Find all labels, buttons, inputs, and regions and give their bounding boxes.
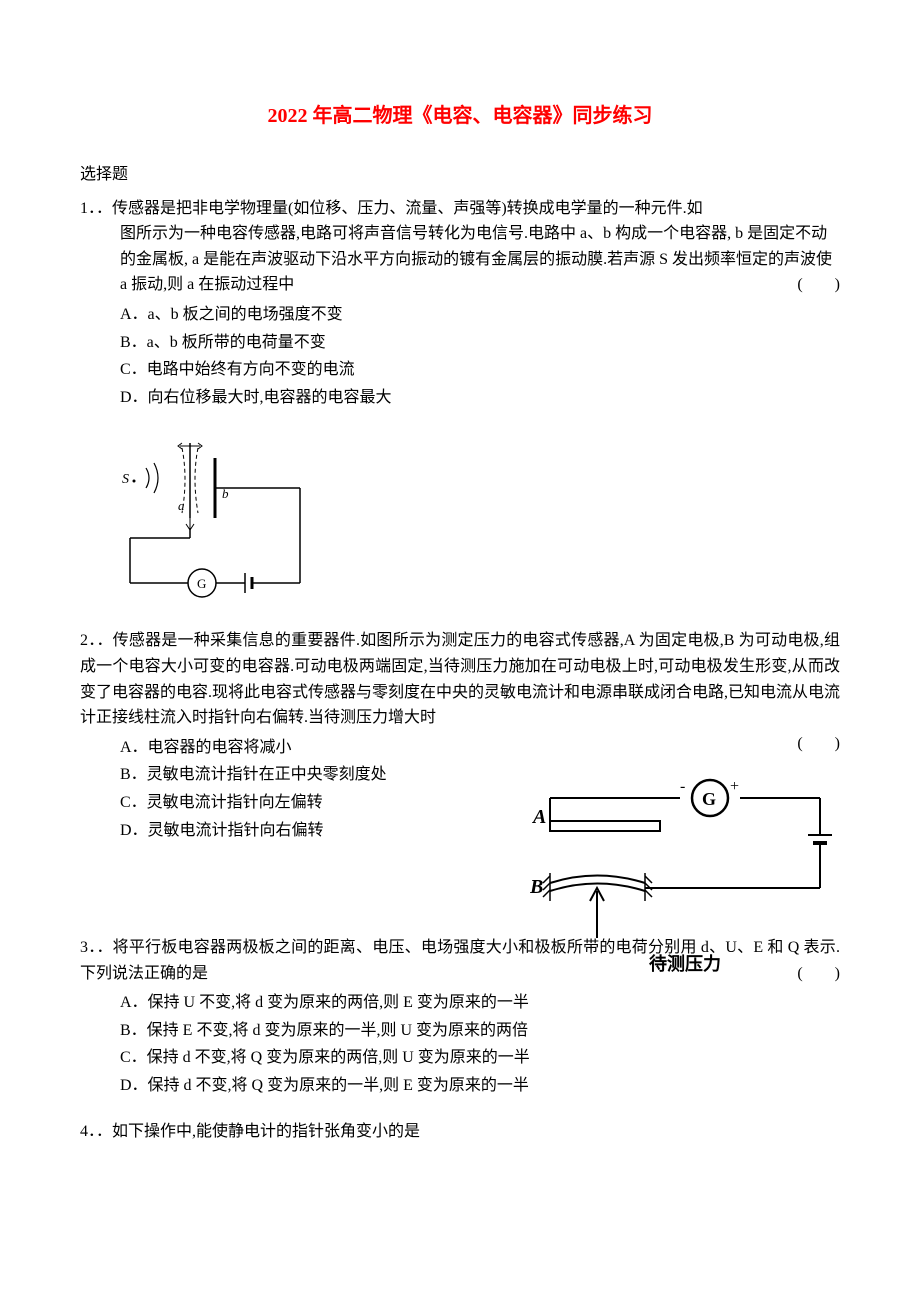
q1-label-a: a [178,498,185,513]
q3-optA: A．保持 U 不变,将 d 变为原来的两倍,则 E 变为原来的一半 [120,990,840,1016]
q2-label-B: B [530,876,543,898]
q3-optC: C．保持 d 不变,将 Q 变为原来的两倍,则 U 变为原来的一半 [120,1045,840,1071]
section-label: 选择题 [80,162,840,188]
q2-options: A．电容器的电容将减小 B．灵敏电流计指针在正中央零刻度处 C．灵敏电流计指针向… [120,735,460,843]
q1-stem-extra: 图所示为一种电容传感器,电路可将声音信号转化为电信号.电路中 a、b 构成一个电… [120,221,840,298]
q2-bracket: ( ) [797,731,840,757]
q1-stem1: 传感器是把非电学物理量(如位移、压力、流量、声强等)转换成电学量的一种元件.如 [112,200,703,217]
doc-title: 2022 年高二物理《电容、电容器》同步练习 [80,100,840,132]
q3-stem-line: 3．．将平行板电容器两极板之间的距离、电压、电场强度大小和极板所带的电荷分别用 … [80,935,840,986]
q1-options: A．a、b 板之间的电场强度不变 B．a、b 板所带的电荷量不变 C．电路中始终… [120,302,840,410]
q1-circuit-svg: S a b [120,428,340,608]
q2-stem: 传感器是一种采集信息的重要器件.如图所示为测定压力的电容式传感器,A 为固定电极… [80,632,840,726]
page: 2022 年高二物理《电容、电容器》同步练习 选择题 1．．传感器是把非电学物理… [0,0,920,1204]
q2-label-G: G [702,789,716,809]
q2-optA: A．电容器的电容将减小 [120,735,460,761]
q1-number: 1．． [80,200,112,217]
q2-optB: B．灵敏电流计指针在正中央零刻度处 [120,762,460,788]
q2-number: 2．． [80,632,113,649]
q4-stem-line: 4．．如下操作中,能使静电计的指针张角变小的是 [80,1119,840,1145]
q2-optC: C．灵敏电流计指针向左偏转 [120,790,460,816]
q3-optD: D．保持 d 不变,将 Q 变为原来的一半,则 E 变为原来的一半 [120,1073,840,1099]
q1-optA: A．a、b 板之间的电场强度不变 [120,302,840,328]
q2-circuit-svg: G - + A B [530,773,840,948]
q2-label-A: A [531,806,546,828]
q2-stem-line: 2．．传感器是一种采集信息的重要器件.如图所示为测定压力的电容式传感器,A 为固… [80,628,840,730]
q3-stem: 将平行板电容器两极板之间的距离、电压、电场强度大小和极板所带的电荷分别用 d、U… [80,939,840,982]
q2-optD: D．灵敏电流计指针向右偏转 [120,818,460,844]
question-1: 1．．传感器是把非电学物理量(如位移、压力、流量、声强等)转换成电学量的一种元件… [80,196,840,609]
q1-stem-line1: 1．．传感器是把非电学物理量(如位移、压力、流量、声强等)转换成电学量的一种元件… [80,196,840,222]
question-3: 3．．将平行板电容器两极板之间的距离、电压、电场强度大小和极板所带的电荷分别用 … [80,935,840,1099]
q2-label-plus: + [730,778,739,795]
question-2: 2．．传感器是一种采集信息的重要器件.如图所示为测定压力的电容式传感器,A 为固… [80,628,840,915]
q3-bracket: ( ) [797,961,840,987]
q1-bracket: ( ) [797,272,840,298]
q1-optC: C．电路中始终有方向不变的电流 [120,357,840,383]
q4-stem: 如下操作中,能使静电计的指针张角变小的是 [112,1123,420,1140]
q1-label-S: S [122,472,129,487]
q1-body: 图所示为一种电容传感器,电路可将声音信号转化为电信号.电路中 a、b 构成一个电… [80,221,840,298]
q3-optB: B．保持 E 不变,将 d 变为原来的一半,则 U 变为原来的两倍 [120,1018,840,1044]
q1-optB: B．a、b 板所带的电荷量不变 [120,330,840,356]
q1-label-G: G [197,576,206,591]
q4-number: 4．． [80,1123,112,1140]
q1-figure: S a b [120,428,840,608]
q1-stem2: 图所示为一种电容传感器,电路可将声音信号转化为电信号.电路中 a、b 构成一个电… [120,225,832,293]
q1-optD: D．向右位移最大时,电容器的电容最大 [120,385,840,411]
q3-options: A．保持 U 不变,将 d 变为原来的两倍,则 E 变为原来的一半 B．保持 E… [120,990,840,1098]
q2-label-minus: - [680,778,685,795]
question-4: 4．．如下操作中,能使静电计的指针张角变小的是 [80,1119,840,1145]
q3-number: 3．． [80,939,113,956]
